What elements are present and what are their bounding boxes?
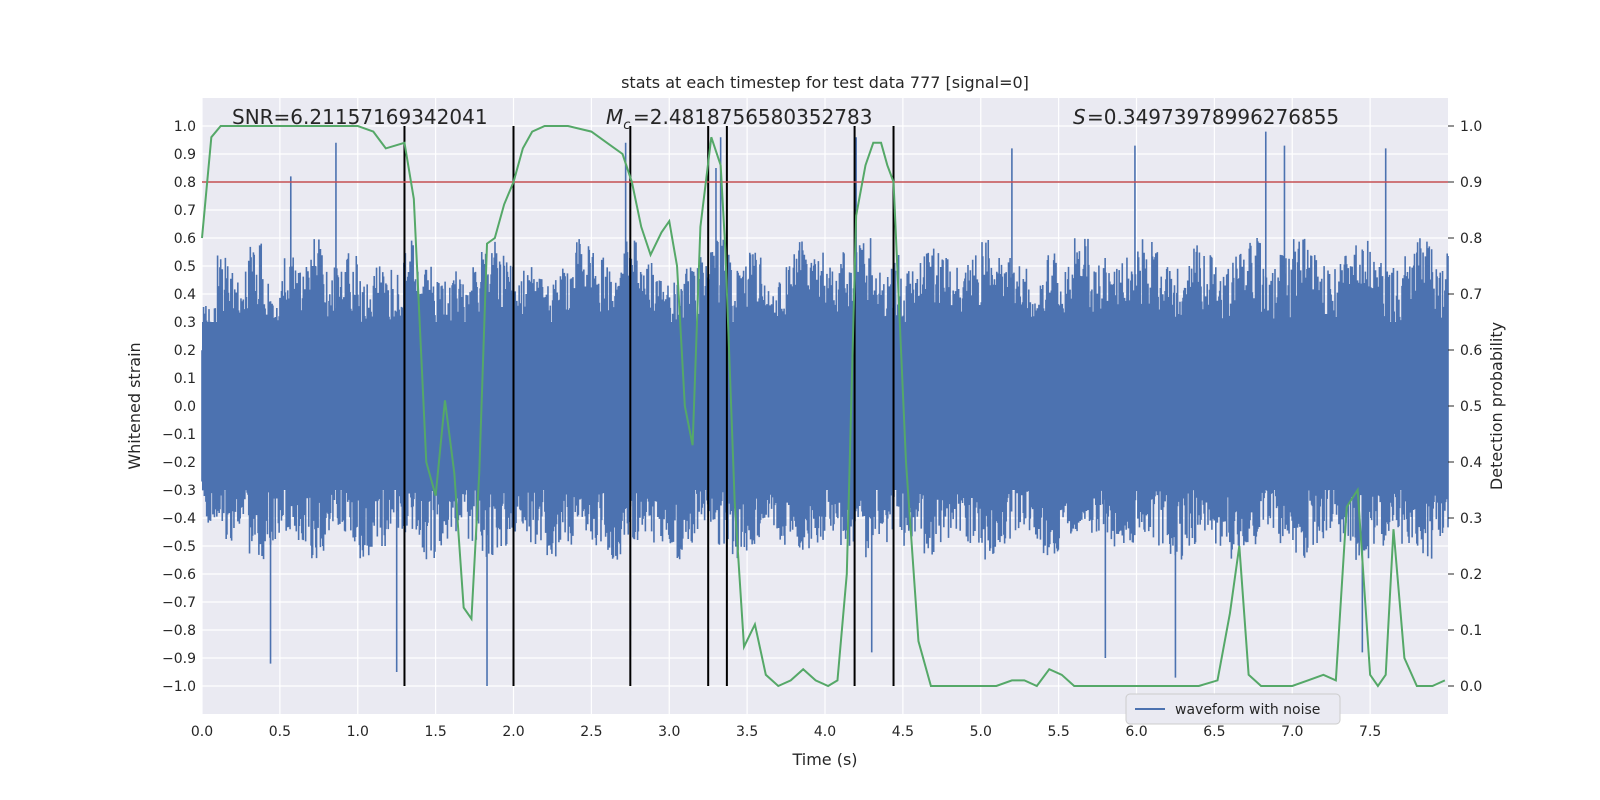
- mc-value: =2.4818756580352783: [633, 105, 872, 129]
- y-left-tick-label: −0.2: [162, 455, 196, 471]
- x-tick-label: 7.5: [1359, 724, 1381, 740]
- x-tick-label: 7.0: [1281, 724, 1303, 740]
- y-left-tick-label: −0.8: [162, 623, 196, 639]
- x-tick-label: 5.5: [1047, 724, 1069, 740]
- y-left-tick-label: 0.8: [174, 175, 196, 191]
- y-right-tick-label: 0.3: [1460, 511, 1482, 527]
- y-left-tick-label: 0.5: [174, 259, 196, 275]
- y-right-tick-label: 0.6: [1460, 343, 1482, 359]
- y-right-tick-label: 0.2: [1460, 567, 1482, 583]
- s-symbol: S: [1073, 105, 1086, 129]
- y-left-tick-label: −0.4: [162, 511, 196, 527]
- y-left-tick-label: −0.9: [162, 651, 196, 667]
- y-right-tick-label: 0.4: [1460, 455, 1482, 471]
- y-left-tick-label: −1.0: [162, 679, 196, 695]
- y-left-tick-label: 0.9: [174, 147, 196, 163]
- y-left-tick-label: 0.0: [174, 399, 196, 415]
- y-left-axis-ticks: 1.0 0.9 0.8 0.7 0.6 0.5 0.4 0.3 0.2 0.1 0.0 −0.1 −0.…: [162, 119, 196, 695]
- y-right-tick-label: 0.0: [1460, 679, 1482, 695]
- x-axis-label: Time (s): [791, 750, 857, 769]
- y-left-tick-label: 0.6: [174, 231, 196, 247]
- y-left-tick-label: −0.7: [162, 595, 196, 611]
- x-tick-label: 5.0: [970, 724, 992, 740]
- probability-line: [201, 125, 1446, 688]
- legend-label: waveform with noise: [1175, 702, 1320, 718]
- x-tick-label: 0.5: [269, 724, 291, 740]
- y-right-axis-label: Detection probability: [1487, 322, 1506, 490]
- chart-title: stats at each timestep for test data 777…: [621, 73, 1029, 92]
- x-tick-label: 6.5: [1203, 724, 1225, 740]
- y-left-tick-label: −0.5: [162, 539, 196, 555]
- x-tick-label: 0.0: [191, 724, 213, 740]
- x-tick-label: 3.5: [736, 724, 758, 740]
- x-tick-label: 1.5: [424, 724, 446, 740]
- x-tick-label: 1.0: [347, 724, 369, 740]
- event-vertical-lines: [403, 126, 895, 686]
- y-left-tick-label: 0.4: [174, 287, 196, 303]
- y-left-axis-label: Whitened strain: [125, 342, 144, 469]
- s-annotation: S =0.34973978996276855: [1073, 105, 1339, 129]
- y-right-tick-label: 0.7: [1460, 287, 1482, 303]
- x-tick-label: 2.0: [502, 724, 524, 740]
- y-right-tick-label: 1.0: [1460, 119, 1482, 135]
- x-tick-label: 2.5: [580, 724, 602, 740]
- y-right-tick-label: 0.9: [1460, 175, 1482, 191]
- x-tick-label: 4.0: [814, 724, 836, 740]
- x-tick-label: 4.5: [892, 724, 914, 740]
- y-left-tick-label: 1.0: [174, 119, 196, 135]
- x-tick-label: 3.0: [658, 724, 680, 740]
- legend-box: [1125, 693, 1341, 725]
- y-left-tick-label: 0.3: [174, 315, 196, 331]
- y-left-tick-label: 0.2: [174, 343, 196, 359]
- s-value: =0.34973978996276855: [1087, 105, 1339, 129]
- snr-annotation: SNR=6.21157169342041: [232, 105, 488, 129]
- y-right-tick-label: 0.5: [1460, 399, 1482, 415]
- y-left-tick-label: 0.1: [174, 371, 196, 387]
- y-right-tick-label: 0.8: [1460, 231, 1482, 247]
- legend: waveform with noise: [1125, 693, 1341, 725]
- probability-series: [201, 125, 1446, 688]
- x-axis-ticks: 0.0 0.5 1.0 1.5 2.0 2.5 3.0 3.5 4.0 4.5 5.0 5.5 6.0 6…: [191, 724, 1381, 740]
- y-left-tick-label: 0.7: [174, 203, 196, 219]
- y-right-axis-ticks: 1.0 0.9 0.8 0.7 0.6 0.5 0.4 0.3 0.2 0.1 0.0: [1448, 119, 1482, 695]
- y-left-tick-label: −0.6: [162, 567, 196, 583]
- y-left-tick-label: −0.1: [162, 427, 196, 443]
- waveform-series: [201, 131, 1449, 686]
- x-tick-label: 6.0: [1125, 724, 1147, 740]
- mc-annotation: Mc =2.4818756580352783: [606, 105, 872, 133]
- y-right-tick-label: 0.1: [1460, 623, 1482, 639]
- y-left-tick-label: −0.3: [162, 483, 196, 499]
- waveform-core-band: [202, 322, 1448, 490]
